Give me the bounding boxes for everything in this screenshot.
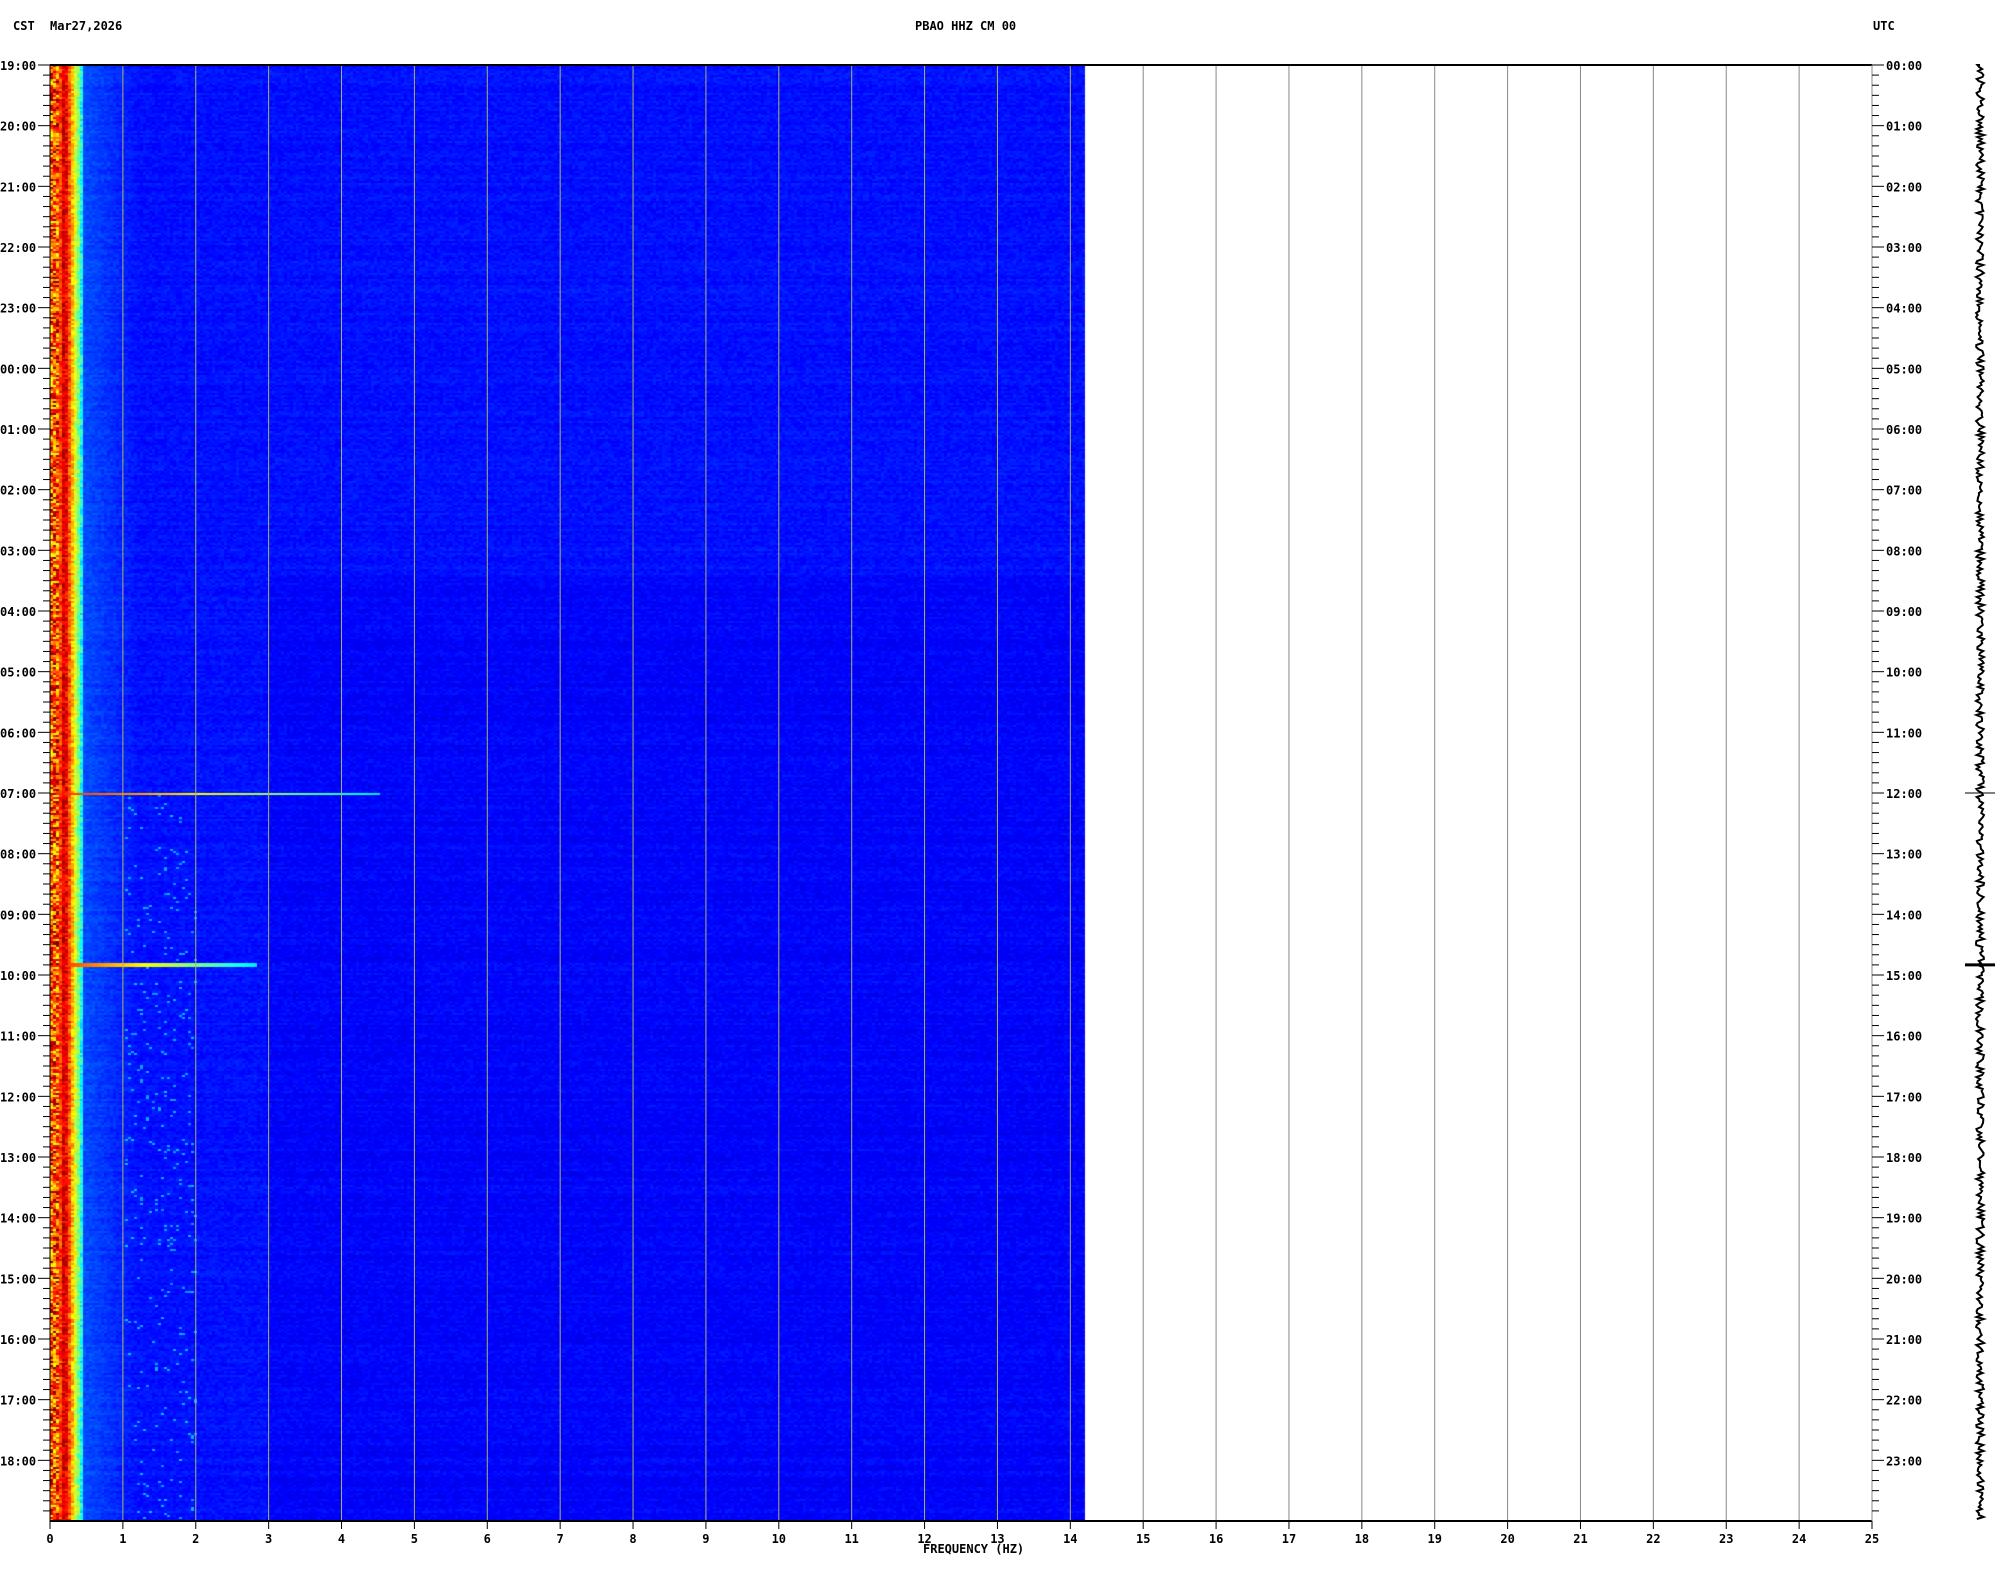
y-tick-label-right: 13:00 — [1886, 848, 1922, 862]
x-tick-label: 8 — [629, 1532, 636, 1546]
x-tick-label: 9 — [702, 1532, 709, 1546]
y-tick-label-left: 00:00 — [0, 362, 36, 376]
left-timezone: CST — [13, 19, 35, 33]
y-tick-label-left: 22:00 — [0, 241, 36, 255]
y-tick-label-right: 15:00 — [1886, 969, 1922, 983]
y-tick-label-right: 14:00 — [1886, 908, 1922, 922]
y-tick-label-left: 02:00 — [0, 484, 36, 498]
y-tick-label-left: 11:00 — [0, 1030, 36, 1044]
y-tick-label-left: 15:00 — [0, 1272, 36, 1286]
x-tick-label: 13 — [990, 1532, 1004, 1546]
x-tick-label: 21 — [1573, 1532, 1587, 1546]
y-tick-label-left: 03:00 — [0, 544, 36, 558]
y-tick-label-left: 10:00 — [0, 969, 36, 983]
x-tick-label: 4 — [338, 1532, 345, 1546]
y-tick-label-left: 09:00 — [0, 908, 36, 922]
x-tick-label: 22 — [1646, 1532, 1660, 1546]
y-tick-label-left: 01:00 — [0, 423, 36, 437]
y-tick-label-right: 00:00 — [1886, 59, 1922, 73]
y-tick-label-left: 05:00 — [0, 666, 36, 680]
y-tick-label-right: 20:00 — [1886, 1272, 1922, 1286]
x-tick-label: 25 — [1865, 1532, 1879, 1546]
y-tick-label-left: 07:00 — [0, 787, 36, 801]
y-tick-label-right: 05:00 — [1886, 362, 1922, 376]
y-tick-label-right: 08:00 — [1886, 544, 1922, 558]
chart-title: PBAO HHZ CM 00 — [915, 19, 1016, 33]
x-tick-label: 11 — [844, 1532, 858, 1546]
y-tick-label-right: 01:00 — [1886, 120, 1922, 134]
x-tick-label: 23 — [1719, 1532, 1733, 1546]
y-tick-label-left: 21:00 — [0, 180, 36, 194]
x-tick-label: 18 — [1355, 1532, 1369, 1546]
x-tick-label: 2 — [192, 1532, 199, 1546]
y-tick-label-right: 11:00 — [1886, 726, 1922, 740]
y-tick-label-right: 04:00 — [1886, 302, 1922, 316]
x-tick-label: 6 — [484, 1532, 491, 1546]
y-tick-label-right: 03:00 — [1886, 241, 1922, 255]
y-tick-label-left: 18:00 — [0, 1454, 36, 1468]
right-timezone: UTC — [1873, 19, 1895, 33]
y-tick-label-right: 06:00 — [1886, 423, 1922, 437]
y-tick-label-right: 12:00 — [1886, 787, 1922, 801]
x-tick-label: 12 — [917, 1532, 931, 1546]
y-tick-label-right: 07:00 — [1886, 484, 1922, 498]
y-tick-label-left: 20:00 — [0, 120, 36, 134]
y-tick-label-right: 23:00 — [1886, 1454, 1922, 1468]
y-tick-label-left: 06:00 — [0, 726, 36, 740]
x-tick-label: 15 — [1136, 1532, 1150, 1546]
y-tick-label-left: 12:00 — [0, 1090, 36, 1104]
x-tick-label: 5 — [411, 1532, 418, 1546]
y-tick-label-left: 08:00 — [0, 848, 36, 862]
x-tick-label: 16 — [1209, 1532, 1223, 1546]
y-tick-label-right: 16:00 — [1886, 1030, 1922, 1044]
y-tick-label-right: 21:00 — [1886, 1333, 1922, 1347]
x-tick-label: 14 — [1063, 1532, 1077, 1546]
x-axis-label: FREQUENCY (HZ) — [923, 1542, 1024, 1556]
y-tick-label-right: 22:00 — [1886, 1394, 1922, 1408]
y-tick-label-right: 17:00 — [1886, 1090, 1922, 1104]
y-tick-label-left: 14:00 — [0, 1212, 36, 1226]
x-tick-label: 19 — [1427, 1532, 1441, 1546]
x-tick-label: 20 — [1500, 1532, 1514, 1546]
y-tick-label-left: 13:00 — [0, 1151, 36, 1165]
x-tick-label: 3 — [265, 1532, 272, 1546]
y-tick-label-right: 18:00 — [1886, 1151, 1922, 1165]
y-tick-label-left: 19:00 — [0, 59, 36, 73]
y-tick-label-left: 04:00 — [0, 605, 36, 619]
y-tick-label-left: 17:00 — [0, 1394, 36, 1408]
x-tick-label: 10 — [772, 1532, 786, 1546]
x-tick-label: 0 — [46, 1532, 53, 1546]
x-tick-label: 17 — [1282, 1532, 1296, 1546]
y-tick-label-right: 02:00 — [1886, 180, 1922, 194]
y-tick-label-right: 09:00 — [1886, 605, 1922, 619]
y-tick-label-left: 16:00 — [0, 1333, 36, 1347]
x-tick-label: 24 — [1792, 1532, 1806, 1546]
x-tick-label: 1 — [119, 1532, 126, 1546]
x-tick-label: 7 — [557, 1532, 564, 1546]
y-tick-label-right: 19:00 — [1886, 1212, 1922, 1226]
seismogram-trace — [1973, 64, 1988, 1520]
date-label: Mar27,2026 — [50, 19, 122, 33]
y-tick-label-right: 10:00 — [1886, 666, 1922, 680]
y-tick-label-left: 23:00 — [0, 302, 36, 316]
